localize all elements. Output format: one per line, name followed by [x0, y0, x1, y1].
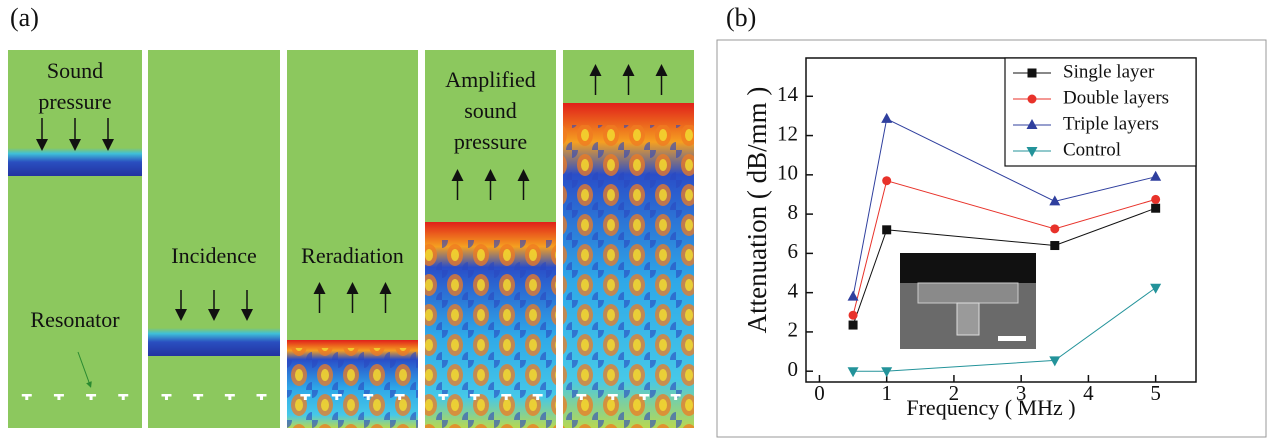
marker: [847, 367, 859, 378]
panel-label: (b): [726, 3, 756, 32]
frame-caption: Incidence: [171, 243, 257, 268]
marker: [848, 310, 858, 320]
frame-caption: sound: [464, 98, 517, 123]
marker: [1150, 170, 1162, 181]
marker: [848, 320, 858, 330]
y-tick-label: 0: [788, 357, 799, 381]
y-tick-label: 4: [788, 278, 799, 302]
pointer: [77, 351, 92, 388]
frame-note: Resonator: [30, 307, 120, 332]
x-tick-label: 3: [1016, 381, 1027, 405]
legend-label: Double layers: [1063, 87, 1169, 108]
marker: [1026, 147, 1038, 157]
series-line: [852, 180, 1156, 316]
inset-image: [900, 253, 1036, 283]
frame-caption: pressure: [38, 89, 111, 114]
marker: [1049, 195, 1061, 206]
series-line: [853, 287, 1156, 372]
frame-caption: Sound: [47, 58, 103, 83]
marker: [1151, 203, 1161, 213]
x-tick-label: 1: [881, 381, 892, 405]
marker: [882, 225, 892, 235]
wave-band: [148, 328, 280, 356]
y-tick-label: 2: [788, 318, 799, 342]
plot-frame: [805, 57, 1197, 383]
panel-b-border: [716, 39, 1267, 438]
marker: [1049, 356, 1061, 367]
legend-label: Single layer: [1063, 61, 1155, 82]
y-tick-label: 12: [777, 121, 798, 145]
marker: [1050, 241, 1060, 251]
x-tick-label: 4: [1083, 381, 1094, 405]
inset-image: [917, 282, 1019, 304]
y-tick-label: 8: [788, 200, 799, 224]
inset-image: [956, 302, 980, 336]
y-axis-title: Attenuation ( dB/mm ): [742, 87, 772, 334]
marker: [1151, 194, 1161, 204]
marker: [882, 176, 892, 186]
wave-field: [287, 348, 418, 428]
marker: [881, 367, 893, 378]
marker: [1027, 94, 1037, 104]
wave-field: [563, 125, 694, 428]
legend-label: Control: [1063, 139, 1121, 160]
series-line: [852, 118, 1156, 297]
marker: [1050, 224, 1060, 234]
marker: [881, 112, 893, 123]
marker: [1150, 283, 1162, 294]
y-tick-label: 14: [777, 82, 799, 106]
y-tick-label: 6: [788, 239, 799, 263]
marker: [1026, 119, 1038, 129]
frame-caption: Amplified: [445, 67, 535, 92]
panel-a: [8, 50, 694, 428]
x-tick-label: 0: [814, 381, 825, 405]
y-tick-label: 10: [777, 161, 798, 185]
marker: [1027, 68, 1037, 78]
frame-caption: Reradiation: [301, 243, 404, 268]
wave-field: [425, 240, 556, 428]
wave-band: [8, 148, 142, 176]
scale-bar: [998, 336, 1026, 341]
x-tick-label: 5: [1150, 381, 1161, 405]
frame-bg: [8, 50, 142, 428]
marker: [847, 290, 859, 301]
panel-label: (a): [10, 3, 39, 32]
legend-label: Triple layers: [1063, 113, 1159, 134]
series-line: [852, 207, 1156, 326]
frame-caption: pressure: [454, 129, 527, 154]
frame-bg: [148, 50, 280, 428]
x-tick-label: 2: [949, 381, 960, 405]
x-axis-title: Frequency ( MHz ): [906, 395, 1075, 420]
